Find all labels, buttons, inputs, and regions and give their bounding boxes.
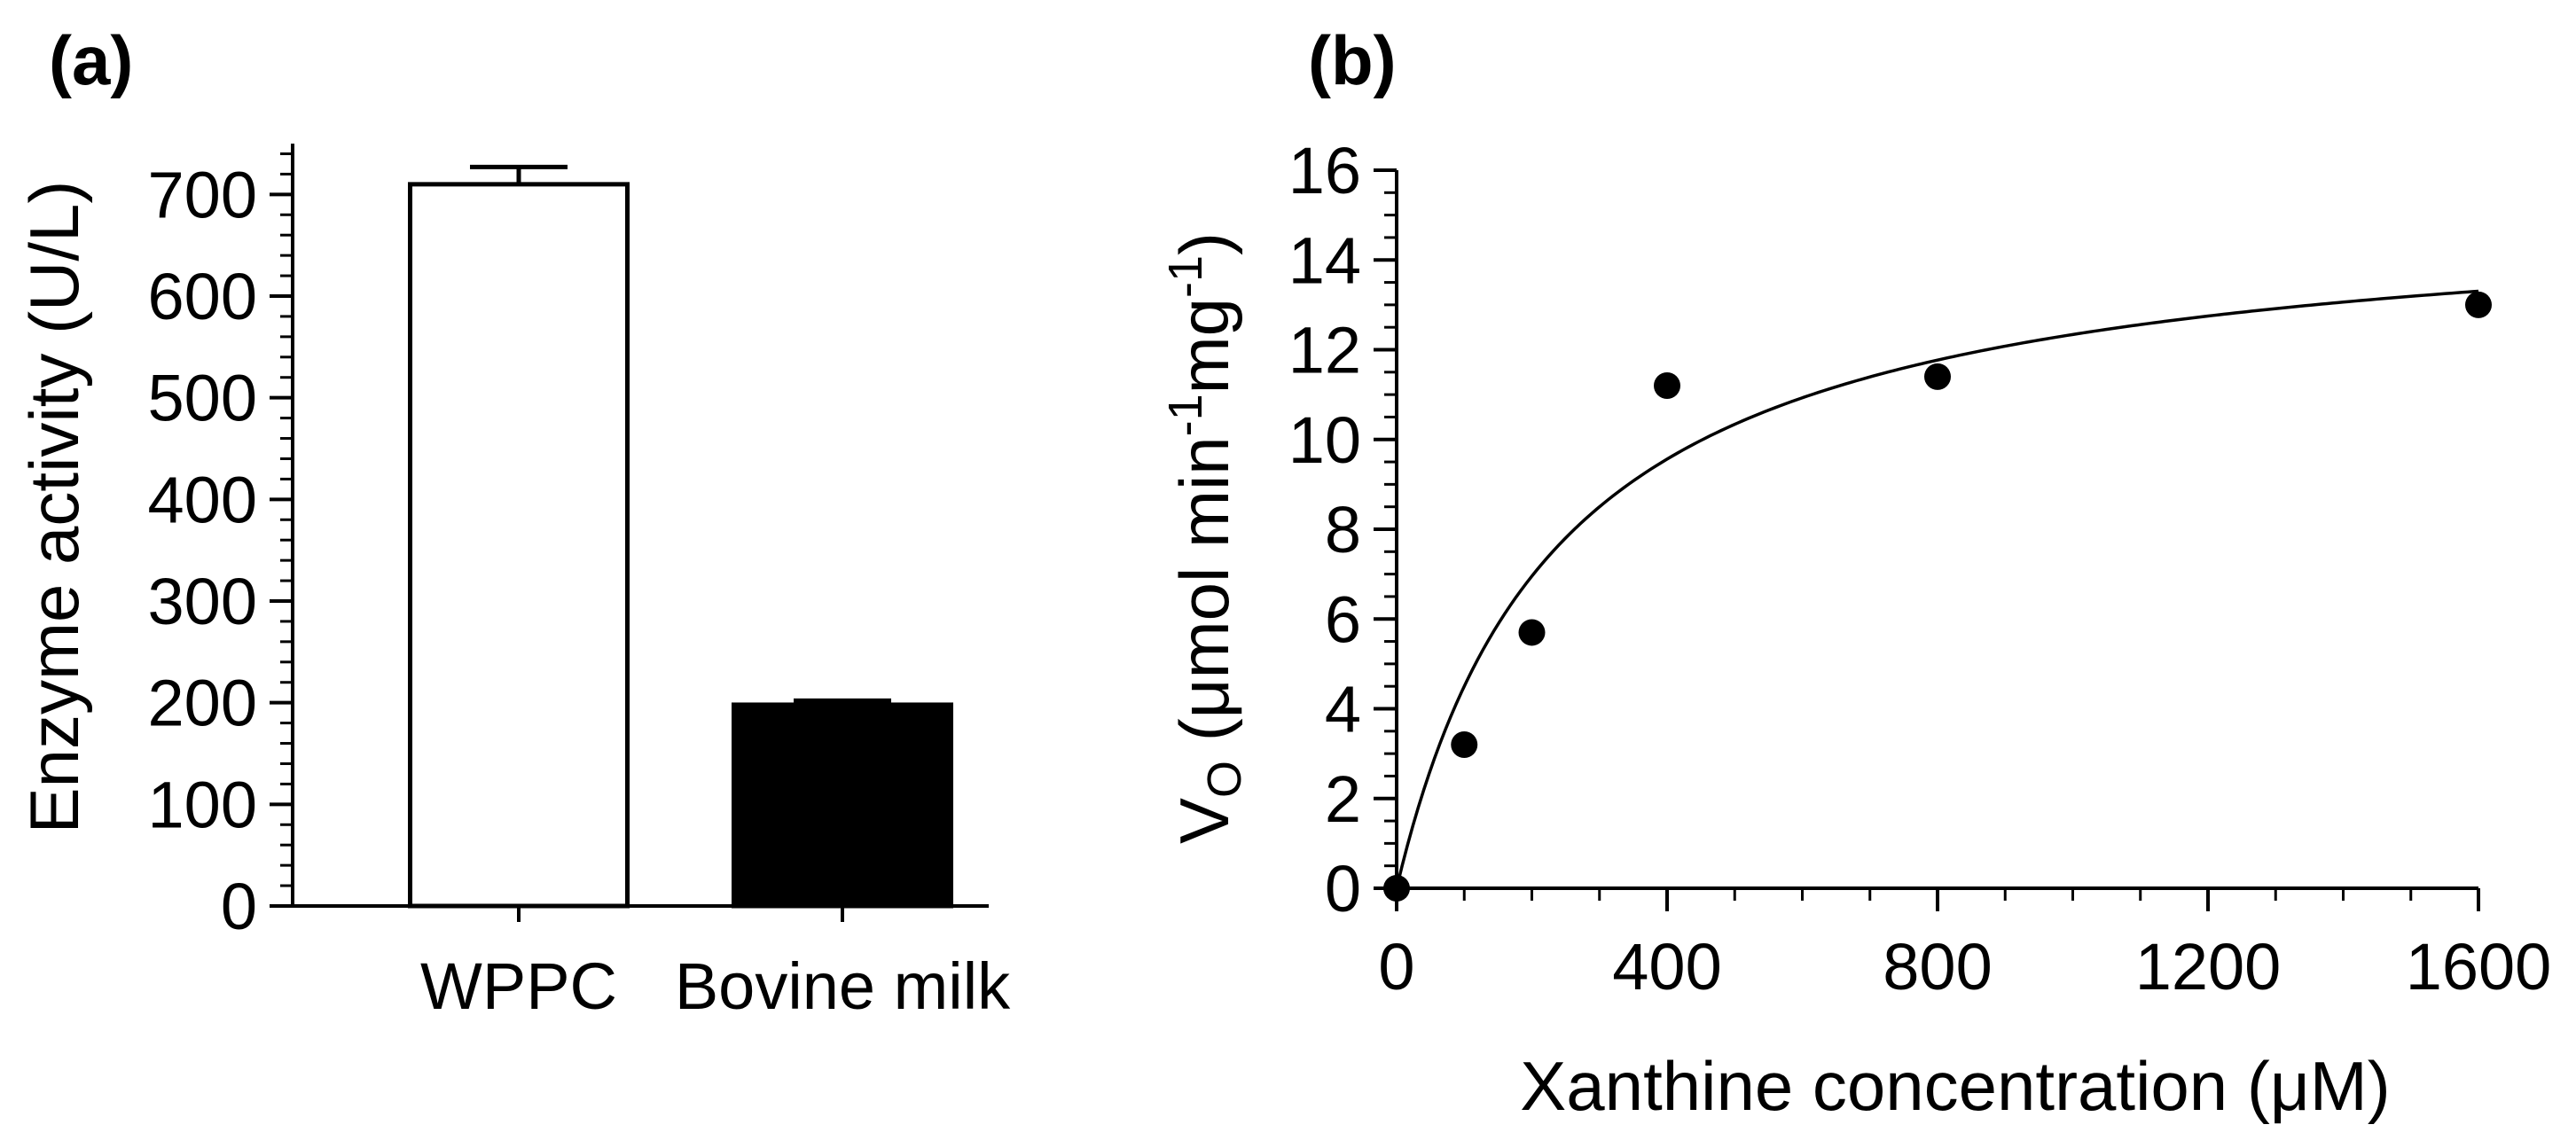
y-tick-label: 12 — [1288, 314, 1361, 387]
x-tick-label: 800 — [1883, 930, 1992, 1004]
panel-a-bars: WPPC Bovine milk — [408, 164, 1011, 1023]
x-tick-label: 1200 — [2135, 930, 2282, 1004]
y-tick-label: 0 — [1325, 852, 1361, 925]
panel-a-ticks: 0 100 200 300 400 500 600 700 — [148, 152, 293, 943]
y-title-mid: mg — [1165, 298, 1243, 394]
y-tick-label: 700 — [148, 158, 257, 231]
y-tick-label: 8 — [1325, 493, 1361, 566]
y-title-main: (μmol min — [1165, 436, 1243, 761]
y-tick-label: 16 — [1288, 134, 1361, 207]
y-tick-label: 14 — [1288, 223, 1361, 297]
y-tick-label: 10 — [1288, 403, 1361, 477]
panel-b-ticks: 0 2 4 6 8 10 12 14 16 0 400 800 1200 1600 — [1288, 134, 2552, 1004]
y-tick-label: 4 — [1325, 673, 1361, 746]
data-point — [1518, 619, 1546, 646]
panel-b-points — [1383, 291, 2492, 902]
y-title-sup1: -1 — [1159, 394, 1212, 436]
x-tick-label: 0 — [1378, 930, 1414, 1004]
panel-b-x-axis-title: Xanthine concentration (μM) — [1520, 1047, 2390, 1125]
x-tick-label: 400 — [1612, 930, 1721, 1004]
y-tick-label: 2 — [1325, 762, 1361, 836]
fit-curve — [1395, 289, 2479, 889]
bar — [732, 702, 953, 909]
y-tick-label: 0 — [221, 870, 257, 943]
panel-a-label: (a) — [49, 21, 133, 99]
data-point — [1924, 363, 1951, 390]
y-tick-label: 500 — [148, 362, 257, 435]
data-point — [1451, 731, 1478, 758]
panel-b-kinetics-plot: (b) VO (μmol min-1mg-1) Xanthine concent… — [1159, 21, 2551, 1125]
y-title-sub: O — [1198, 761, 1251, 798]
bar — [408, 182, 630, 909]
panel-a-y-axis-title: Enzyme activity (U/L) — [15, 181, 93, 834]
panel-a-bar-chart: (a) Enzyme activity (U/L) 0 100 200 300 400 5… — [15, 21, 1011, 1023]
data-point — [1383, 875, 1410, 902]
x-tick-label: WPPC — [420, 949, 617, 1023]
data-point — [2465, 291, 2492, 318]
y-title-suffix: ) — [1165, 232, 1243, 255]
y-tick-label: 600 — [148, 260, 257, 333]
y-tick-label: 400 — [148, 463, 257, 536]
y-tick-label: 300 — [148, 565, 257, 638]
data-point — [1654, 372, 1680, 399]
x-tick-label: Bovine milk — [675, 949, 1011, 1023]
y-title-v: V — [1165, 798, 1243, 844]
y-tick-label: 200 — [148, 667, 257, 740]
y-title-sup2: -1 — [1159, 255, 1212, 298]
panel-b-label: (b) — [1308, 21, 1397, 99]
x-tick-label: 1600 — [2406, 930, 2552, 1004]
panel-b-y-axis-title: VO (μmol min-1mg-1) — [1159, 232, 1251, 844]
y-tick-label: 6 — [1325, 582, 1361, 656]
y-tick-label: 100 — [148, 768, 257, 841]
